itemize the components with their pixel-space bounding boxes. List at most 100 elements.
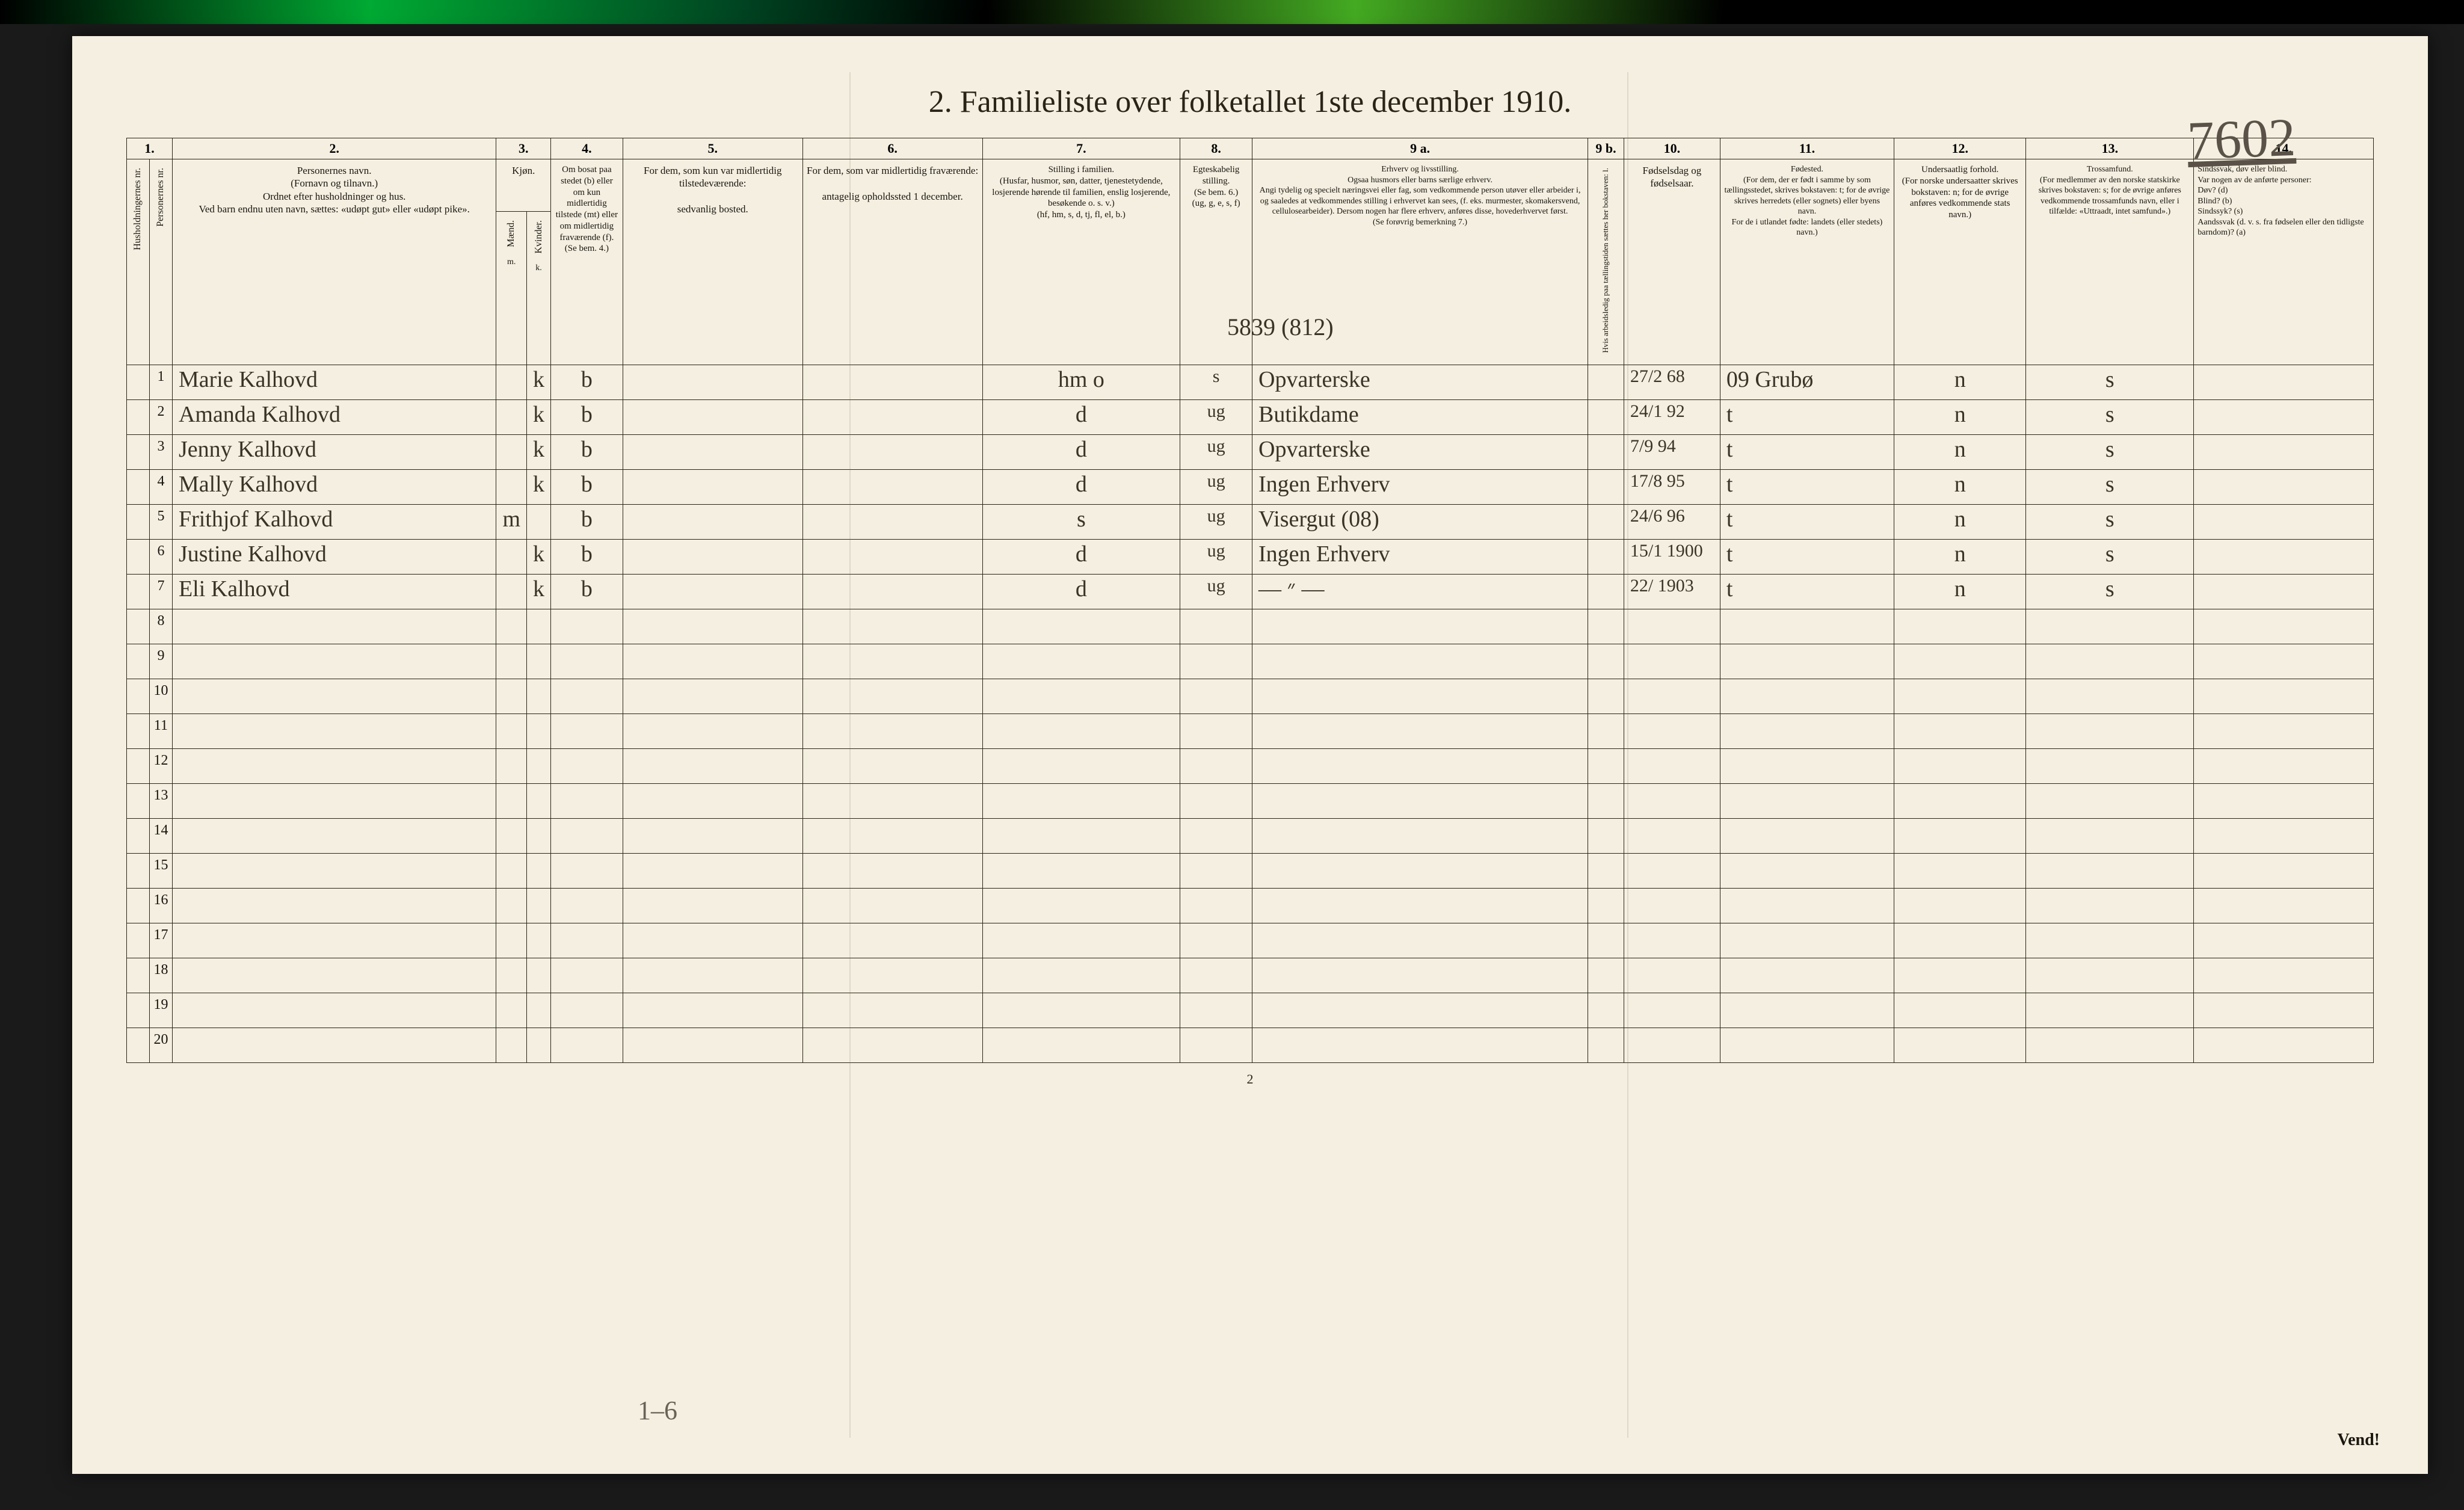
empty-cell — [623, 748, 802, 783]
census-table: 1. 2. 3. 4. 5. 6. 7. 8. 9 a. 9 b. 10. 11… — [126, 138, 2374, 1063]
disability-cell — [2194, 399, 2374, 434]
household-nr-cell — [127, 469, 150, 504]
citizenship-cell: n — [1894, 504, 2026, 539]
birthplace-cell: t — [1720, 469, 1894, 504]
male-cell — [496, 365, 527, 399]
table-row-empty: 8 — [127, 609, 2374, 644]
household-nr-cell — [127, 923, 150, 958]
empty-cell — [1252, 609, 1588, 644]
person-nr-cell: 8 — [149, 609, 172, 644]
empty-cell — [1180, 853, 1252, 888]
col-num: 3. — [496, 138, 551, 159]
male-cell — [496, 469, 527, 504]
empty-cell — [2026, 748, 2194, 783]
empty-cell — [527, 818, 551, 853]
table-row: 6Justine KalhovdkbdugIngen Erhverv15/1 1… — [127, 539, 2374, 574]
header-residence: Om bosat paa stedet (b) eller om kun mid… — [551, 159, 623, 365]
temp-present-cell — [623, 399, 802, 434]
empty-cell — [2194, 1028, 2374, 1062]
empty-cell — [1624, 679, 1720, 713]
person-nr-cell: 10 — [149, 679, 172, 713]
empty-cell — [2194, 713, 2374, 748]
empty-cell — [802, 993, 982, 1028]
household-nr-cell — [127, 365, 150, 399]
empty-cell — [1252, 993, 1588, 1028]
empty-cell — [172, 748, 496, 783]
empty-cell — [496, 748, 527, 783]
empty-cell — [2026, 783, 2194, 818]
empty-cell — [982, 818, 1180, 853]
empty-cell — [1720, 888, 1894, 923]
unemployed-cell — [1588, 469, 1624, 504]
annotation-above-row: 5839 (812) — [1227, 313, 1334, 341]
empty-cell — [551, 609, 623, 644]
religion-cell: s — [2026, 365, 2194, 399]
turn-page-label: Vend! — [2337, 1431, 2380, 1450]
household-nr-cell — [127, 504, 150, 539]
name-cell: Frithjof Kalhovd — [172, 504, 496, 539]
empty-cell — [1624, 748, 1720, 783]
table-row: 2Amanda KalhovdkbdugButikdame24/1 92tns — [127, 399, 2374, 434]
empty-cell — [1180, 818, 1252, 853]
table-row-empty: 15 — [127, 853, 2374, 888]
person-nr-cell: 9 — [149, 644, 172, 679]
empty-cell — [1720, 783, 1894, 818]
empty-cell — [1252, 853, 1588, 888]
scanner-calibration-bar — [0, 0, 2464, 24]
empty-cell — [1180, 958, 1252, 993]
empty-cell — [802, 888, 982, 923]
name-cell: Mally Kalhovd — [172, 469, 496, 504]
person-nr-cell: 13 — [149, 783, 172, 818]
birthdate-cell: 17/8 95 — [1624, 469, 1720, 504]
empty-cell — [1720, 1028, 1894, 1062]
household-nr-cell — [127, 574, 150, 609]
empty-cell — [2194, 609, 2374, 644]
name-cell: Amanda Kalhovd — [172, 399, 496, 434]
temp-present-cell — [623, 504, 802, 539]
empty-cell — [527, 958, 551, 993]
empty-cell — [1252, 923, 1588, 958]
household-nr-cell — [127, 958, 150, 993]
empty-cell — [2194, 679, 2374, 713]
temp-absent-cell — [802, 539, 982, 574]
empty-cell — [982, 923, 1180, 958]
empty-cell — [1588, 1028, 1624, 1062]
temp-absent-cell — [802, 434, 982, 469]
empty-cell — [172, 713, 496, 748]
empty-cell — [1894, 713, 2026, 748]
empty-cell — [551, 644, 623, 679]
empty-cell — [2026, 958, 2194, 993]
person-nr-cell: 15 — [149, 853, 172, 888]
empty-cell — [802, 609, 982, 644]
table-row-empty: 18 — [127, 958, 2374, 993]
empty-cell — [551, 923, 623, 958]
empty-cell — [802, 783, 982, 818]
residence-cell: b — [551, 365, 623, 399]
empty-cell — [496, 923, 527, 958]
header-birthplace: Fødested. (For dem, der er født i samme … — [1720, 159, 1894, 365]
table-row-empty: 11 — [127, 713, 2374, 748]
empty-cell — [1588, 748, 1624, 783]
empty-cell — [623, 958, 802, 993]
person-nr-cell: 16 — [149, 888, 172, 923]
empty-cell — [802, 748, 982, 783]
empty-cell — [1624, 993, 1720, 1028]
empty-cell — [551, 783, 623, 818]
empty-cell — [1180, 923, 1252, 958]
person-nr-cell: 7 — [149, 574, 172, 609]
name-cell: Marie Kalhovd — [172, 365, 496, 399]
empty-cell — [982, 853, 1180, 888]
empty-cell — [1588, 993, 1624, 1028]
empty-cell — [2194, 818, 2374, 853]
empty-cell — [2194, 993, 2374, 1028]
birthplace-cell: t — [1720, 504, 1894, 539]
empty-cell — [2194, 644, 2374, 679]
empty-cell — [2194, 923, 2374, 958]
religion-cell: s — [2026, 399, 2194, 434]
col-num: 4. — [551, 138, 623, 159]
header-female: Kvinder.k. — [527, 212, 551, 365]
residence-cell: b — [551, 539, 623, 574]
empty-cell — [1252, 783, 1588, 818]
household-nr-cell — [127, 1028, 150, 1062]
person-nr-cell: 12 — [149, 748, 172, 783]
